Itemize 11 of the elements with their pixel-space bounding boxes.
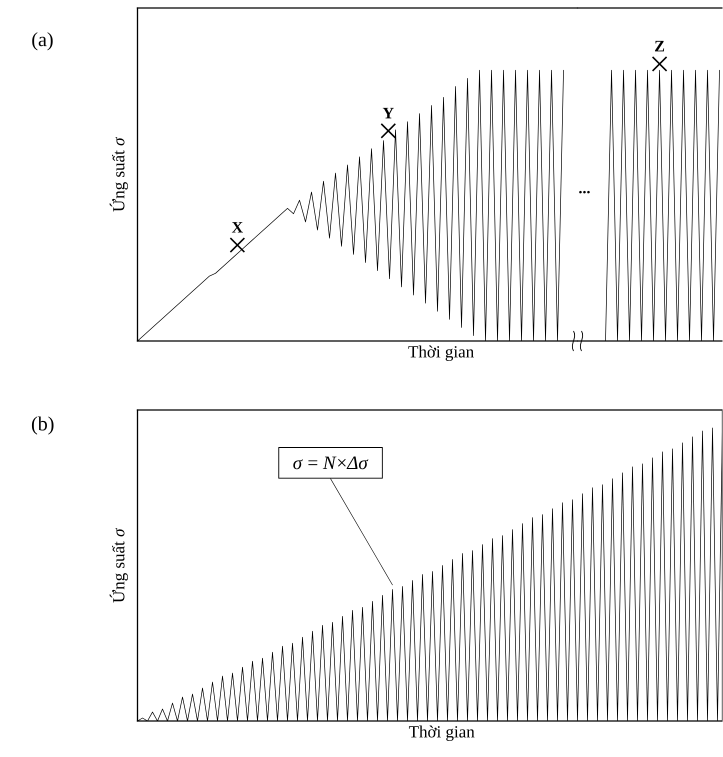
text: Z <box>655 40 664 52</box>
x-axis-title: Thời gian <box>409 726 475 742</box>
x-axis-title: Thời gian <box>408 346 474 362</box>
y-axis-title: Ứng suất σ <box>110 528 128 603</box>
chart-title: (b) <box>32 416 54 435</box>
annotation: Y <box>383 108 394 118</box>
annotation: σ = N×Δσ <box>294 456 369 470</box>
chart-title: (a) <box>32 32 53 50</box>
annotation: X <box>232 222 244 233</box>
text: ... <box>579 190 590 194</box>
y-axis-title: Ứng suất σ <box>110 136 128 212</box>
